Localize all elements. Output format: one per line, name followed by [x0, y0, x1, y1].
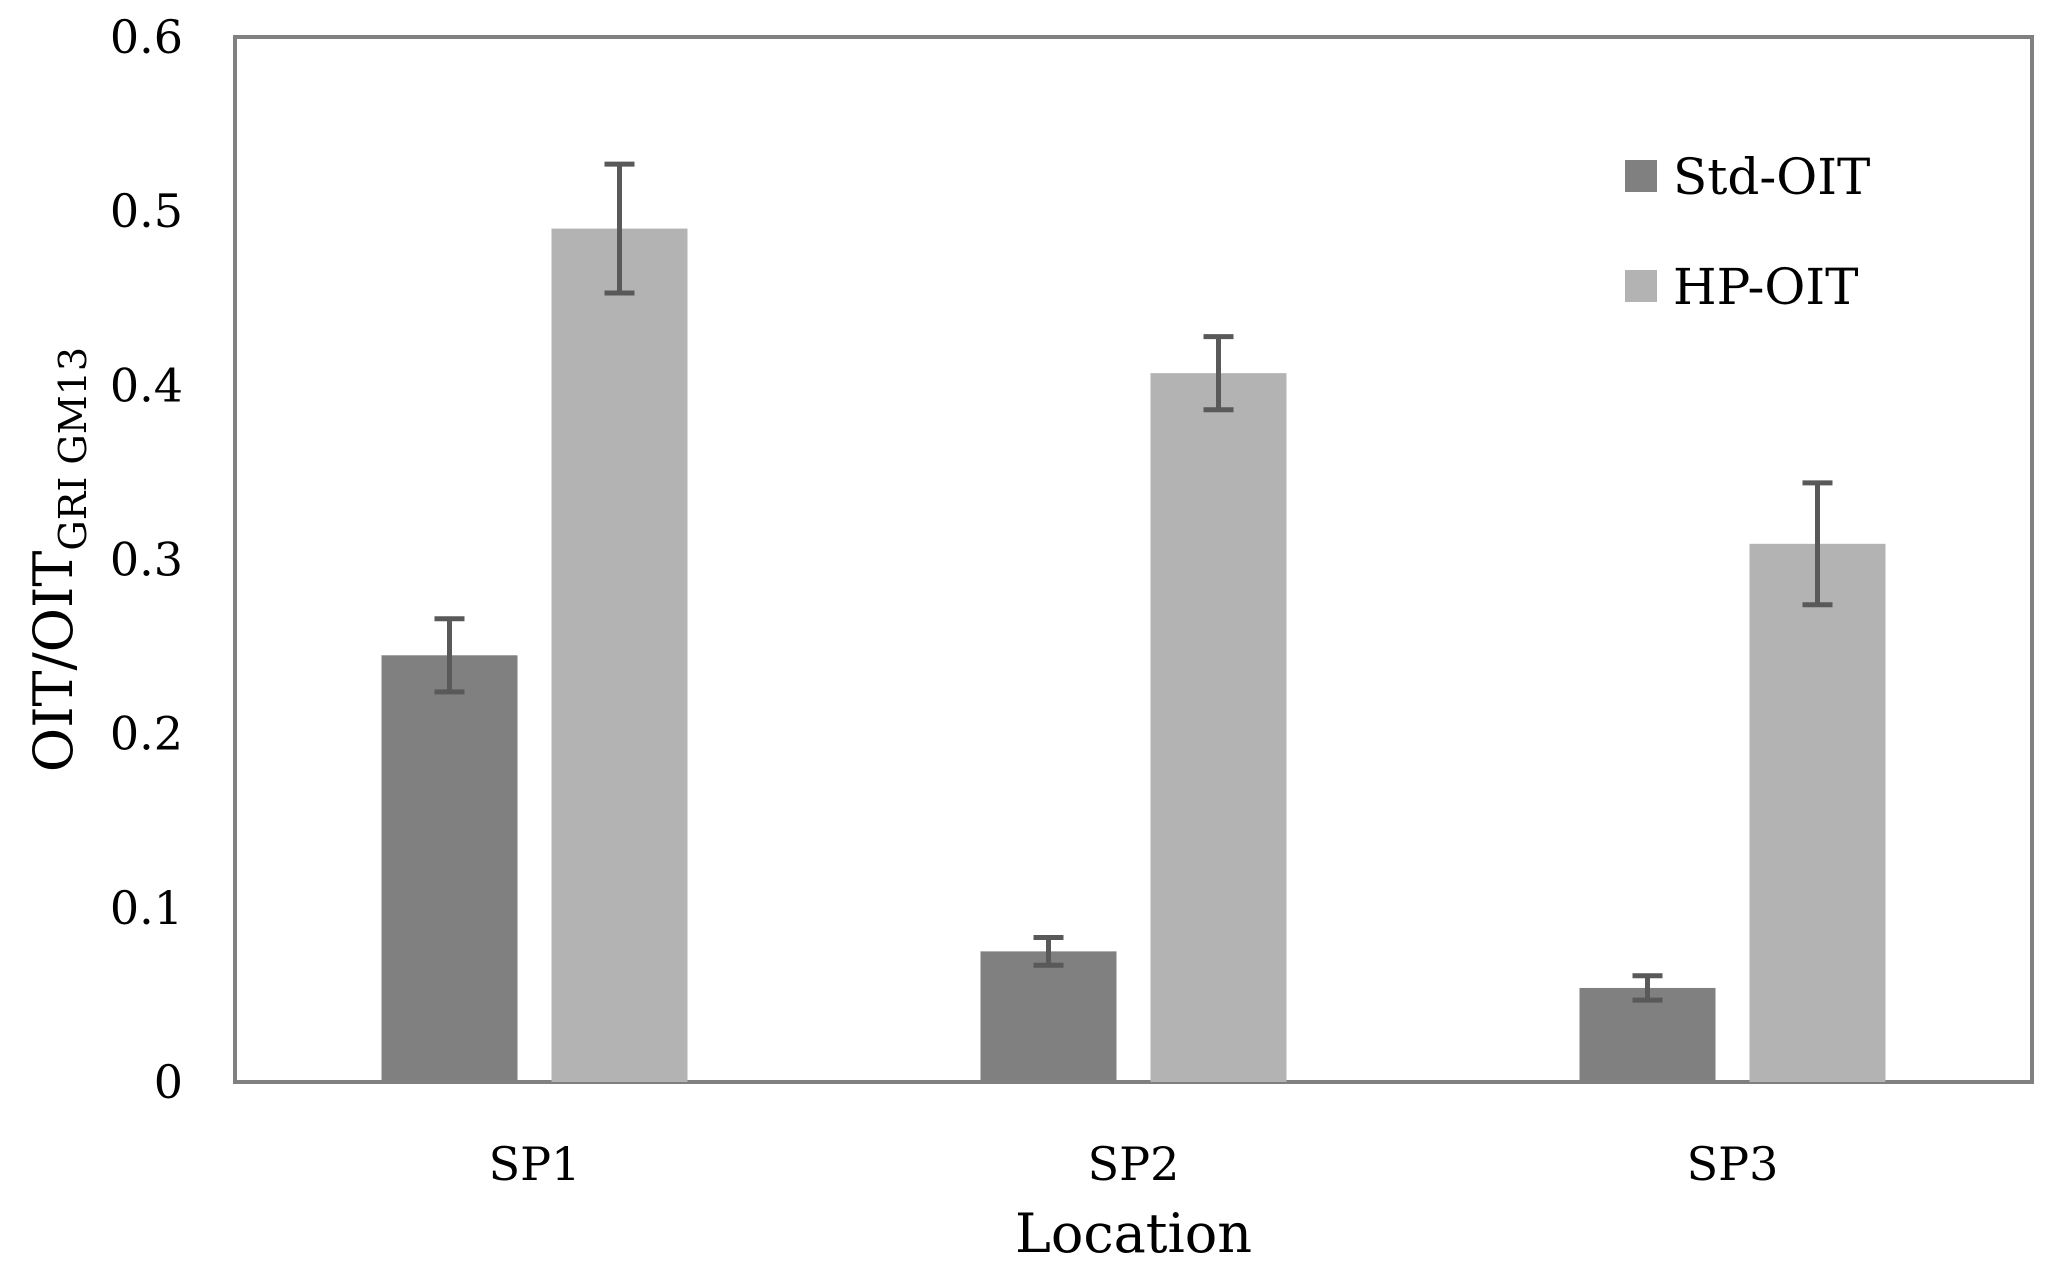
bar-std-oit-sp3	[1579, 987, 1716, 1082]
bar-std-oit-sp2	[980, 951, 1117, 1082]
y-tick-label: 0.5	[110, 184, 183, 238]
y-tick-label: 0.2	[110, 707, 183, 761]
legend-label-hp-oit: HP-OIT	[1673, 258, 1859, 316]
x-axis-title: Location	[1015, 1202, 1252, 1265]
y-tick-label: 0.6	[110, 10, 183, 64]
x-axis-labels: SP1 SP2 SP3	[489, 1137, 1779, 1191]
error-bars	[434, 161, 1833, 1003]
bar-hp-oit-sp3	[1749, 543, 1886, 1082]
legend-swatch-hp-oit	[1625, 270, 1657, 302]
y-axis-ticks: 0 0.1 0.2 0.3 0.4 0.5 0.6	[110, 10, 183, 1109]
x-tick-label: SP1	[489, 1137, 581, 1191]
y-tick-label: 0.3	[110, 533, 183, 587]
bars	[381, 228, 1886, 1083]
bar-std-oit-sp1	[381, 655, 518, 1082]
y-axis-title-main: OIT/OIT	[22, 551, 85, 772]
plot-frame	[233, 35, 2034, 1084]
plot-area-border	[233, 35, 2034, 1084]
x-tick-label: SP3	[1687, 1137, 1779, 1191]
y-tick-label: 0.4	[110, 358, 183, 412]
y-tick-label: 0.1	[110, 881, 183, 935]
x-tick-label: SP2	[1088, 1137, 1180, 1191]
y-axis-title: OIT/OITGRI GM13	[22, 347, 95, 772]
legend: Std-OIT HP-OIT	[1625, 148, 1870, 316]
bar-hp-oit-sp1	[551, 228, 688, 1083]
legend-label-std-oit: Std-OIT	[1673, 148, 1870, 206]
y-tick-label: 0	[154, 1055, 183, 1109]
bar-hp-oit-sp2	[1150, 373, 1287, 1082]
legend-swatch-std-oit	[1625, 160, 1657, 192]
y-axis-title-subscript: GRI GM13	[51, 347, 95, 551]
